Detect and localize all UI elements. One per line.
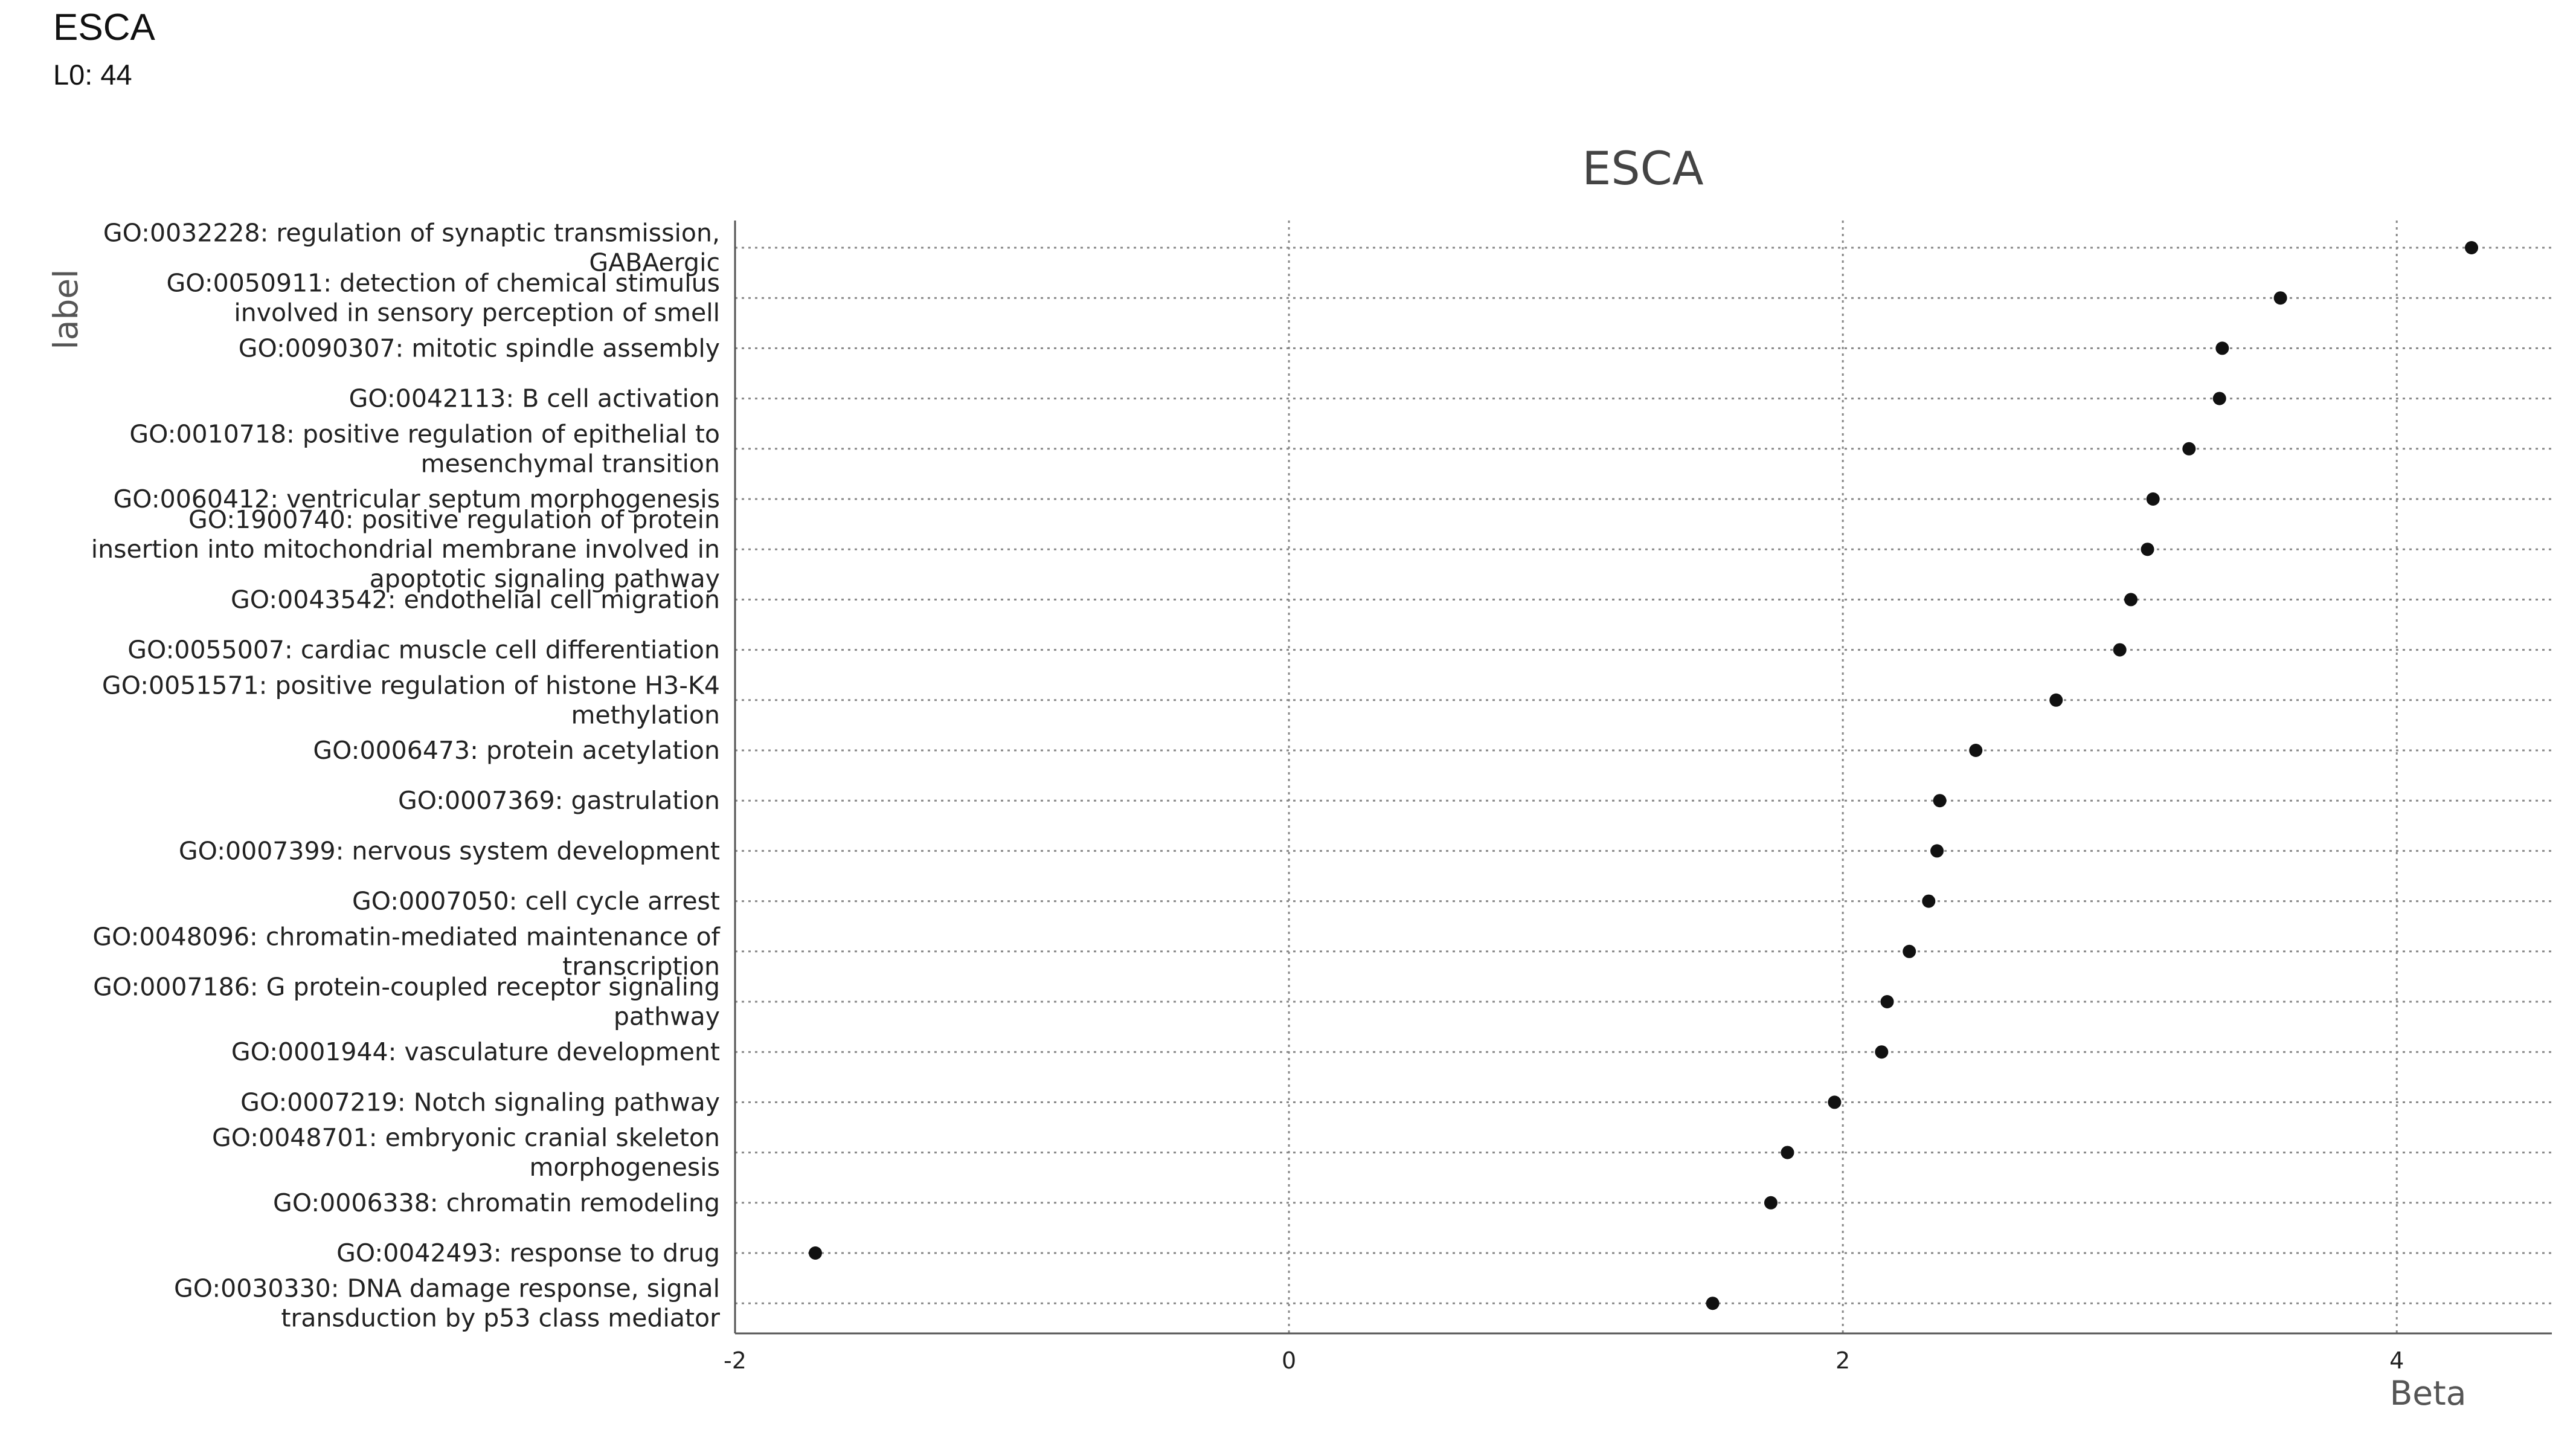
category-label: GO:0007369: gastrulation <box>398 786 720 815</box>
x-tick-label: 2 <box>1836 1347 1850 1374</box>
data-point <box>2124 593 2138 607</box>
category-label: GO:0007399: nervous system development <box>179 836 720 865</box>
data-point <box>1903 944 1916 958</box>
category-label: GO:0007219: Notch signaling pathway <box>240 1088 720 1116</box>
data-points <box>808 241 2479 1310</box>
category-label: GO:0048096: chromatin-mediated maintenan… <box>92 922 721 981</box>
data-point <box>2215 341 2229 355</box>
category-label: GO:0043542: endothelial cell migration <box>231 585 720 614</box>
data-point <box>808 1246 822 1260</box>
x-axis-title: Beta <box>2390 1374 2467 1413</box>
category-label: GO:0090307: mitotic spindle assembly <box>239 334 720 362</box>
category-label: GO:0007186: G protein-coupled receptor s… <box>93 973 720 1031</box>
data-point <box>2141 543 2154 556</box>
category-label: GO:0032228: regulation of synaptic trans… <box>103 219 720 277</box>
category-label: GO:1900740: positive regulation of prote… <box>91 505 720 593</box>
header-title: ESCA <box>53 7 155 48</box>
data-point <box>1764 1196 1778 1210</box>
data-point <box>1828 1095 1842 1109</box>
data-point <box>2465 241 2479 254</box>
category-label: GO:0006338: chromatin remodeling <box>273 1188 720 1217</box>
data-point <box>1880 995 1894 1008</box>
x-tick-label: 4 <box>2389 1347 2404 1374</box>
category-label: GO:0042493: response to drug <box>336 1239 720 1268</box>
data-point <box>2182 442 2196 456</box>
category-label: GO:0048701: embryonic cranial skeleton mo… <box>212 1123 720 1182</box>
category-label: GO:0001944: vasculature development <box>231 1037 720 1066</box>
x-tick-label: 0 <box>1282 1347 1296 1374</box>
grid-lines <box>734 221 2552 1333</box>
category-label: GO:0030330: DNA damage response, signal t… <box>174 1274 720 1333</box>
data-point <box>1930 844 1944 858</box>
data-point <box>2146 492 2160 506</box>
data-point <box>1922 894 1936 908</box>
category-label: GO:0010718: positive regulation of epith… <box>129 419 720 478</box>
chart-title: ESCA <box>1582 141 1703 195</box>
data-point <box>1969 744 1983 757</box>
category-label: GO:0007050: cell cycle arrest <box>352 887 720 916</box>
data-point <box>2273 291 2287 305</box>
x-tick-labels: -2 0 2 4 <box>724 1347 2404 1374</box>
data-point <box>2049 693 2063 707</box>
header-subtitle: L0: 44 <box>53 59 132 91</box>
axes <box>734 221 2552 1335</box>
category-label: GO:0042113: B cell activation <box>349 384 720 413</box>
y-axis-title: label <box>47 269 85 349</box>
category-label: GO:0006473: protein acetylation <box>313 736 720 765</box>
data-point <box>1933 794 1947 808</box>
data-point <box>2113 643 2127 657</box>
data-point <box>1781 1146 1794 1159</box>
category-label: GO:0050911: detection of chemical stimul… <box>167 269 720 327</box>
category-label: GO:0055007: cardiac muscle cell differen… <box>127 636 720 665</box>
category-labels: GO:0032228: regulation of synaptic trans… <box>91 219 721 1333</box>
category-label: GO:0060412: ventricular septum morphogen… <box>114 485 721 514</box>
x-tick-label: -2 <box>724 1347 747 1374</box>
data-point <box>1875 1045 1889 1059</box>
data-point <box>1706 1297 1720 1310</box>
category-label: GO:0051571: positive regulation of histo… <box>102 671 720 729</box>
data-point <box>2212 392 2226 405</box>
